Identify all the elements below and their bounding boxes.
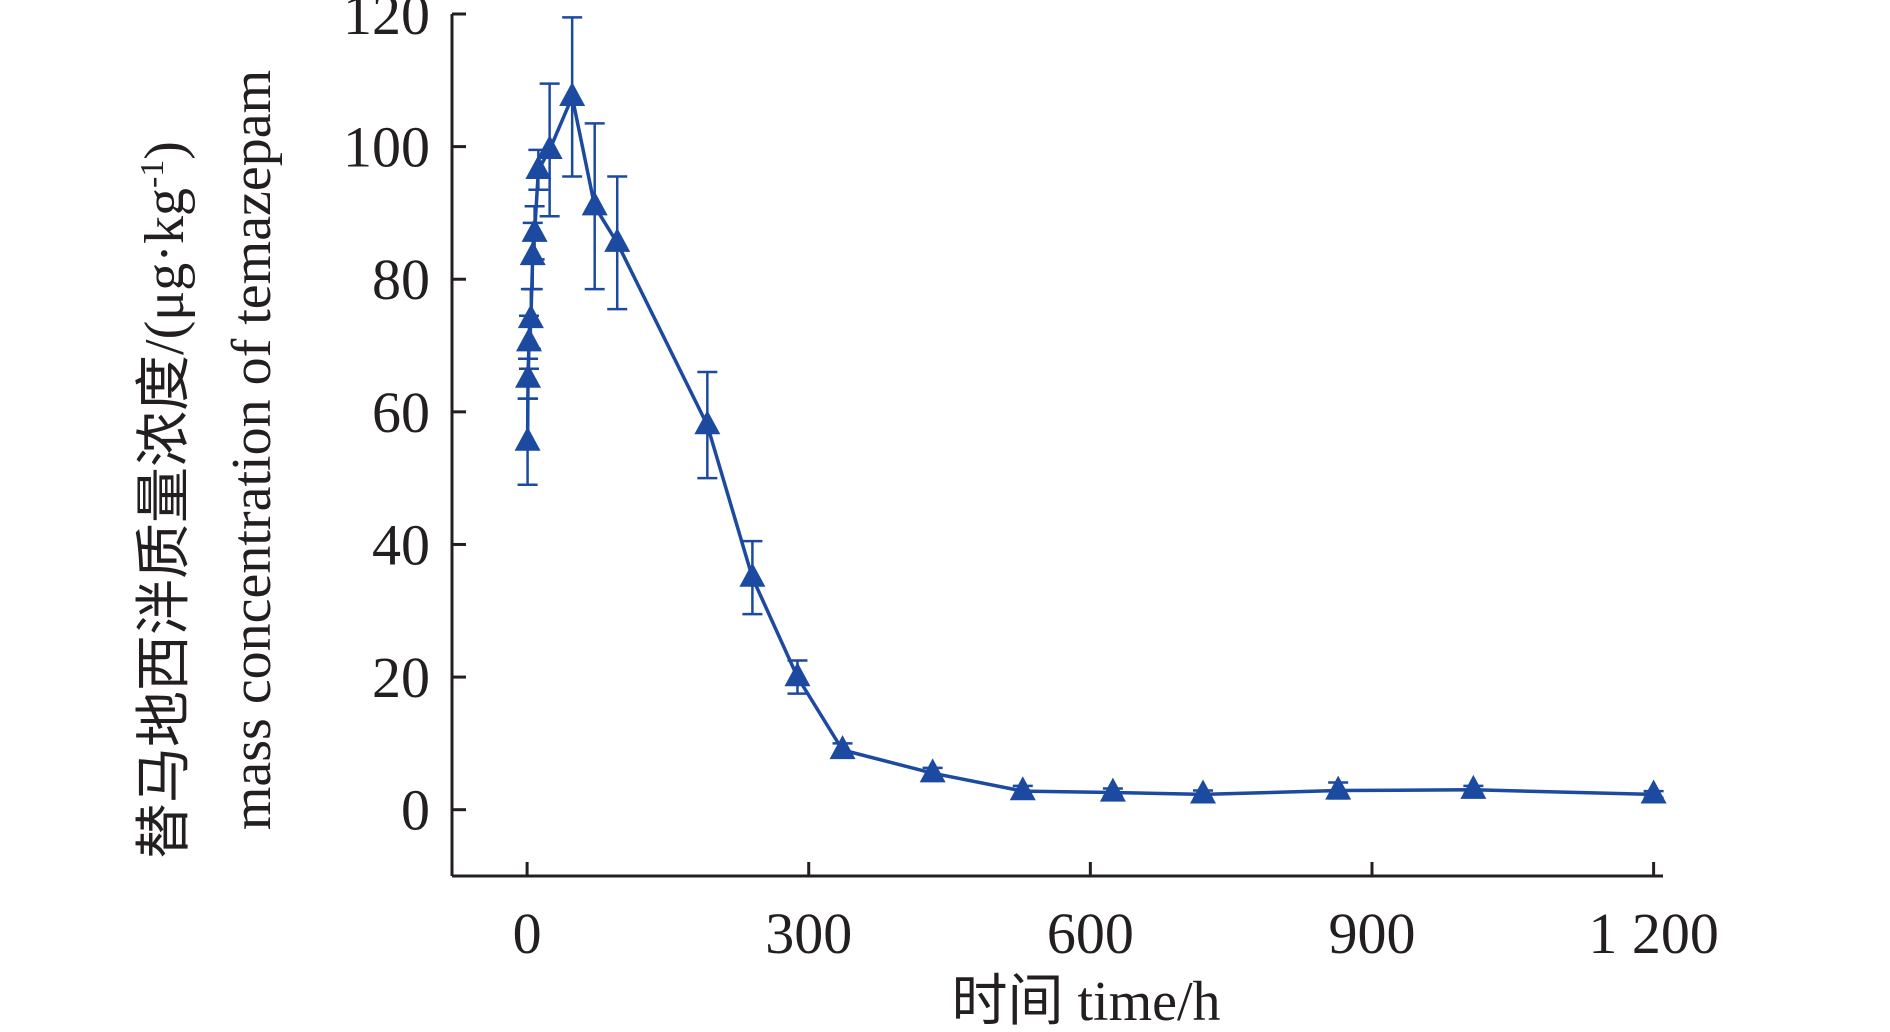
data-point-marker	[536, 135, 563, 160]
data-point-marker	[829, 735, 856, 760]
x-axis-ticks: 0 300 600 900 1 200	[513, 862, 1719, 966]
y-axis-ticks: 0 20 40 60 80 100 120	[343, 0, 466, 843]
series-markers	[514, 82, 1667, 804]
x-tick-label: 300	[765, 901, 852, 966]
y-tick-label: 20	[372, 645, 430, 710]
y-tick-label: 60	[372, 380, 430, 445]
series-lines	[525, 95, 1654, 797]
data-point-marker	[517, 304, 544, 329]
data-point-marker	[514, 426, 541, 451]
data-point-marker	[559, 82, 586, 107]
x-tick-label: 900	[1328, 901, 1415, 966]
x-tick-label: 0	[513, 901, 542, 966]
data-point-marker	[1190, 779, 1217, 804]
y-tick-label: 100	[343, 115, 430, 180]
data-point-marker	[581, 191, 608, 216]
y-tick-label: 80	[372, 247, 430, 312]
data-point-marker	[525, 154, 552, 179]
chart-axes	[450, 14, 1663, 878]
data-point-marker	[1325, 775, 1352, 800]
x-tick-label: 1 200	[1588, 901, 1719, 966]
data-point-marker	[515, 363, 542, 388]
y-axis-title-en: mass concentration of temazepam	[221, 70, 283, 830]
data-point-marker	[739, 562, 766, 587]
data-point-marker	[784, 662, 811, 687]
data-point-marker	[521, 217, 548, 242]
data-point-marker	[1640, 779, 1667, 804]
data-point-marker	[515, 327, 542, 352]
error-bars	[517, 16, 1664, 800]
y-tick-label: 0	[401, 778, 430, 843]
data-point-marker	[1099, 777, 1126, 802]
y-tick-label: 120	[343, 0, 430, 47]
x-axis-title: 时间 time/h	[951, 971, 1220, 1032]
series-line	[525, 95, 1654, 797]
data-point-marker	[604, 227, 631, 252]
data-point-marker	[519, 241, 546, 266]
data-point-marker	[694, 410, 721, 435]
y-axis-title-cn-main: 替马地西泮质量浓度/(μg·kg	[134, 188, 196, 859]
y-axis-title-cn-close: )	[134, 141, 196, 160]
data-point-marker	[1460, 774, 1487, 799]
x-tick-label: 600	[1047, 901, 1134, 966]
y-axis-title-cn: 替马地西泮质量浓度/(μg·kg-1)	[134, 141, 196, 859]
y-tick-label: 40	[372, 512, 430, 577]
data-point-marker	[1009, 776, 1036, 801]
y-axis-title-cn-sup: -1	[134, 160, 171, 188]
data-point-marker	[919, 758, 946, 783]
